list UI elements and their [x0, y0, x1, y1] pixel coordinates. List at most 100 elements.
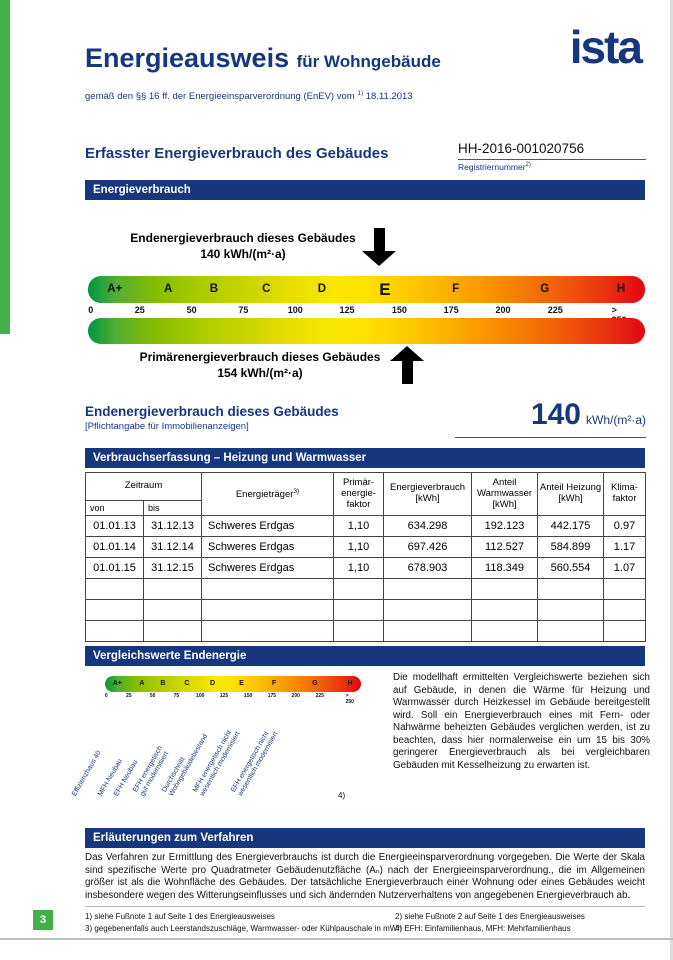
table-cell: 192.123 — [471, 515, 539, 538]
end-energy-arrow-down-icon — [362, 228, 396, 266]
table-row: 01.01.14 31.12.14 Schweres Erdgas 1,10 6… — [85, 536, 647, 559]
section-bar-energieverbrauch: Energieverbrauch — [85, 180, 645, 200]
big-value-unit: kWh/(m²·a) — [586, 413, 646, 427]
primary-energy-scale-band — [88, 318, 645, 344]
registration-label: Registriernummer2) — [458, 162, 531, 172]
footnote-divider — [85, 906, 645, 907]
scale-class-h: H — [616, 283, 626, 295]
scale-class-a: A — [164, 283, 173, 295]
table-cell: 01.01.15 — [85, 557, 144, 580]
table-cell — [383, 578, 473, 601]
comparison-scale-ticks: 0 25 50 75 100 125 150 175 200 225 > 250 — [104, 693, 354, 705]
col-header-primaerfaktor: Primär- energie- faktor — [333, 471, 385, 517]
table-cell: 112.527 — [471, 536, 539, 559]
col-header-klimafaktor: Klima- faktor — [603, 471, 647, 517]
explanation-text: Das Verfahren zur Ermittlung des Energie… — [85, 852, 645, 902]
scale-class-a-plus: A+ — [107, 283, 123, 295]
table-cell: 1.07 — [603, 557, 647, 580]
table-cell: 1,10 — [333, 515, 385, 538]
scale-class-g: G — [540, 283, 550, 295]
end-energy-label: Endenergieverbrauch dieses Gebäudes — [130, 231, 356, 245]
scale-class-b: B — [209, 283, 219, 295]
section-title: Erfasster Energieverbrauch des Gebäudes — [85, 145, 389, 162]
table-cell: 560.554 — [537, 557, 605, 580]
table-cell — [201, 578, 335, 601]
table-row-empty — [85, 599, 647, 622]
comparison-scale-band: A+ A B C D E F G H — [105, 676, 361, 692]
scale-class-e-current: E — [379, 280, 391, 299]
table-cell — [537, 620, 605, 643]
consumption-heading: Endenergieverbrauch dieses Gebäudes — [85, 404, 339, 419]
table-cell — [471, 599, 539, 622]
table-cell: 118.349 — [471, 557, 539, 580]
table-cell — [201, 599, 335, 622]
section-bar-vergleichswerte: Vergleichswerte Endenergie — [85, 646, 645, 666]
green-edge-strip — [0, 0, 10, 334]
table-cell: 584.899 — [537, 536, 605, 559]
table-cell: Schweres Erdgas — [201, 557, 335, 580]
ista-logo: ista — [569, 21, 643, 73]
consumption-big-value: 140 kWh/(m²·a) — [440, 398, 646, 432]
registration-underline — [458, 159, 646, 160]
table-cell: 1,10 — [333, 557, 385, 580]
primary-energy-annotation: Primärenergieverbrauch dieses Gebäudes 1… — [125, 350, 395, 381]
document-title-block: Energieausweis für Wohngebäude — [85, 43, 441, 74]
table-subheader-row: von bis — [85, 499, 646, 517]
table-cell — [603, 620, 647, 643]
table-cell — [85, 578, 144, 601]
table-cell — [85, 620, 144, 643]
end-energy-annotation: Endenergieverbrauch dieses Gebäudes 140 … — [118, 231, 368, 262]
table-cell — [142, 620, 203, 643]
scale-class-d: D — [317, 283, 327, 295]
table-cell — [603, 599, 647, 622]
table-cell: Schweres Erdgas — [201, 515, 335, 538]
table-cell: 31.12.15 — [142, 557, 203, 580]
table-cell — [603, 578, 647, 601]
subtitle-footnote-mark: 1) — [357, 90, 364, 97]
footnote-2: 2) siehe Fußnote 2 auf Seite 1 des Energ… — [395, 912, 585, 921]
table-cell: 1.17 — [603, 536, 647, 559]
table-cell — [142, 599, 203, 622]
table-cell — [537, 578, 605, 601]
big-value-number: 140 — [530, 398, 581, 431]
table-row: 01.01.15 31.12.15 Schweres Erdgas 1,10 6… — [85, 557, 647, 580]
table-cell: 0.97 — [603, 515, 647, 538]
table-cell — [471, 620, 539, 643]
col-header-zeitraum: Zeitraum — [84, 472, 203, 501]
table-cell — [333, 578, 385, 601]
table-cell — [383, 599, 473, 622]
section-bar-erlaeuterungen: Erläuterungen zum Verfahren — [85, 828, 645, 848]
table-row: 01.01.13 31.12.13 Schweres Erdgas 1,10 6… — [85, 515, 647, 538]
table-cell: 442.175 — [537, 515, 605, 538]
table-cell: 1,10 — [333, 536, 385, 559]
section-bar-verbrauchserfassung: Verbrauchserfassung – Heizung und Warmwa… — [85, 448, 645, 468]
table-cell — [383, 620, 473, 643]
page-number-badge: 3 — [33, 910, 53, 930]
table-cell — [85, 599, 144, 622]
page-title: Energieausweis — [85, 43, 290, 73]
table-cell — [333, 599, 385, 622]
primary-energy-label: Primärenergieverbrauch dieses Gebäudes — [139, 350, 381, 364]
table-cell — [142, 578, 203, 601]
primary-energy-arrow-up-icon — [390, 346, 424, 384]
registration-number: HH-2016-001020756 — [458, 141, 585, 156]
comparison-footnote-mark: 4) — [338, 791, 346, 800]
scan-right-edge — [670, 0, 673, 960]
energy-class-scale-band: A+ A B C D E F G H — [88, 276, 645, 303]
comparison-note-text: Die modellhaft ermittelten Vergleichswer… — [393, 672, 650, 771]
table-cell: 01.01.14 — [85, 536, 144, 559]
consumption-table: Zeitraum Energieträger3) Primär- energie… — [84, 471, 647, 643]
table-cell: 31.12.13 — [142, 515, 203, 538]
col-header-energieverbrauch: Energieverbrauch [kWh] — [383, 471, 473, 517]
table-cell — [201, 620, 335, 643]
scale-tick-labels: 0 25 50 75 100 125 150 175 200 225 > 250 — [88, 305, 626, 325]
page-title-suffix: für Wohngebäude — [296, 52, 441, 71]
comparison-category-labels: Effizienzhaus 40 MFH Neubau EFH Neubau E… — [0, 700, 380, 798]
table-row-empty — [85, 578, 647, 601]
footnote-1: 1) siehe Fußnote 1 auf Seite 1 des Energ… — [85, 912, 275, 921]
table-cell — [333, 620, 385, 643]
scale-class-f: F — [452, 283, 460, 295]
table-row-empty — [85, 620, 647, 643]
consumption-subheading: [Pflichtangabe für Immobilienanzeigen] — [85, 421, 249, 432]
